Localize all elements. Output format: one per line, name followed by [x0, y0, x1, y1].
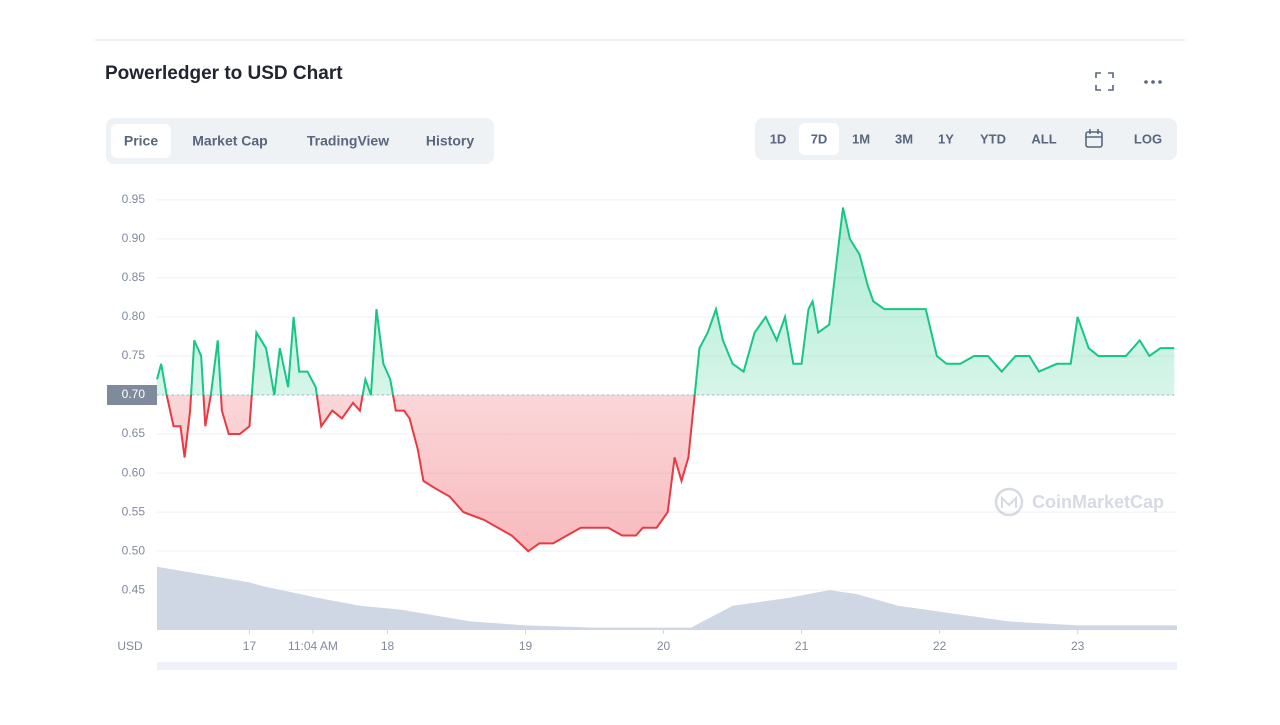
- tab-bar: [106, 118, 494, 164]
- range[interactable]: 1Y: [938, 131, 954, 146]
- x-tick-label: 23: [1071, 639, 1085, 653]
- y-tick-label: 0.75: [122, 348, 146, 362]
- baseline-label: 0.70: [122, 387, 146, 401]
- title: Powerledger to USD Chart: [105, 63, 343, 84]
- y-tick-label: 0.50: [122, 543, 146, 557]
- more-icon[interactable]: [1144, 80, 1162, 84]
- price-line-down: [165, 395, 696, 553]
- y-axis-label: USD: [117, 639, 143, 653]
- x-tick-label: 20: [657, 639, 671, 653]
- watermark: CoinMarketCap: [994, 487, 1164, 517]
- x-tick-label: 19: [519, 639, 533, 653]
- x-tick-label: 21: [795, 639, 809, 653]
- y-tick-label: 0.80: [122, 309, 146, 323]
- price-line-up: [156, 207, 1175, 396]
- y-tick-label: 0.55: [122, 504, 146, 518]
- range[interactable]: ALL: [1031, 131, 1056, 146]
- y-tick-label: 0.90: [122, 231, 146, 245]
- x-tick-label: 17: [243, 639, 257, 653]
- range[interactable]: 3M: [895, 131, 913, 146]
- baseline-tag: [107, 385, 157, 406]
- x-tick-label: 11:04 AM: [288, 639, 338, 653]
- tab[interactable]: TradingView: [307, 133, 389, 149]
- tab[interactable]: Price: [124, 133, 158, 149]
- y-tick-label: 0.65: [122, 426, 146, 440]
- price-area-up: [157, 207, 1175, 396]
- y-tick-label: 0.60: [122, 465, 146, 479]
- x-tick-label: 18: [381, 639, 395, 653]
- price-area-down: [157, 395, 1175, 552]
- active-range: [799, 123, 839, 155]
- scrollbar: [157, 662, 1177, 670]
- range[interactable]: 7D: [811, 131, 828, 146]
- y-tick-label: 0.95: [122, 192, 146, 206]
- volume-area: [157, 566, 1177, 630]
- range[interactable]: YTD: [980, 131, 1006, 146]
- y-tick-label: 0.45: [122, 582, 146, 596]
- x-tick-label: 22: [933, 639, 947, 653]
- plot: 0.45 0.50 0.55 0.60 0.65 0.70 0.75 0.80 0.85 0.90…: [107, 192, 1177, 653]
- tab[interactable]: Market Cap: [192, 133, 267, 149]
- tab[interactable]: History: [426, 133, 474, 149]
- range[interactable]: 1M: [852, 131, 870, 146]
- y-tick-label: 0.85: [122, 270, 146, 284]
- watermark-text: CoinMarketCap: [1032, 492, 1164, 512]
- calendar-icon[interactable]: [1085, 129, 1103, 148]
- fullscreen-icon[interactable]: [1095, 72, 1114, 91]
- range[interactable]: LOG: [1134, 131, 1162, 146]
- range[interactable]: 1D: [770, 131, 787, 146]
- active-tab: [111, 124, 171, 158]
- range-bar: [755, 118, 1177, 160]
